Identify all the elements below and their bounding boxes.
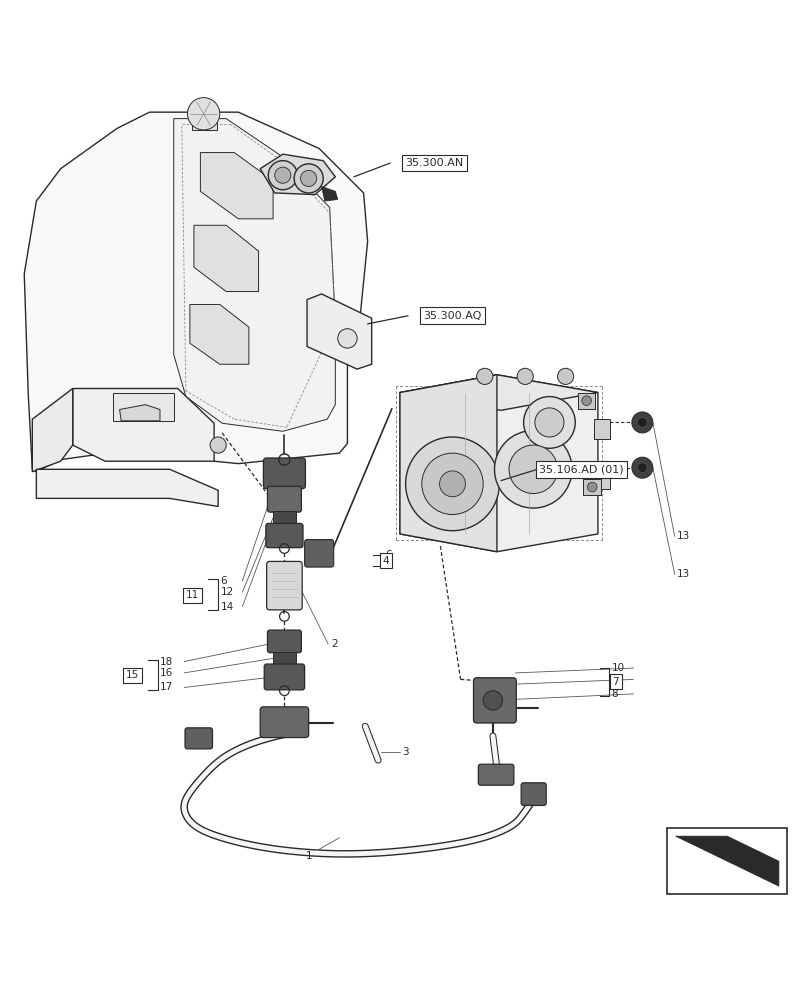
Polygon shape (675, 836, 779, 886)
Circle shape (494, 431, 572, 508)
Polygon shape (113, 393, 174, 421)
Circle shape (210, 437, 226, 453)
Polygon shape (120, 405, 160, 421)
Circle shape (338, 329, 357, 348)
FancyBboxPatch shape (266, 523, 303, 548)
FancyBboxPatch shape (583, 479, 601, 495)
Circle shape (440, 471, 465, 497)
Polygon shape (174, 119, 335, 431)
Circle shape (268, 161, 297, 190)
Text: 6: 6 (221, 576, 227, 586)
Text: 13: 13 (677, 531, 690, 541)
FancyBboxPatch shape (667, 828, 787, 894)
Polygon shape (322, 186, 338, 201)
Text: 18: 18 (160, 657, 173, 667)
Text: 12: 12 (221, 587, 234, 597)
FancyBboxPatch shape (594, 419, 610, 439)
Circle shape (587, 482, 597, 492)
Circle shape (524, 397, 575, 448)
Circle shape (406, 437, 499, 531)
Circle shape (632, 412, 653, 433)
Text: 16: 16 (160, 668, 173, 678)
Polygon shape (32, 388, 73, 472)
FancyBboxPatch shape (260, 707, 309, 738)
Circle shape (517, 368, 533, 384)
Text: 8: 8 (612, 689, 618, 699)
Polygon shape (400, 375, 598, 410)
Polygon shape (194, 225, 259, 292)
Circle shape (294, 164, 323, 193)
FancyBboxPatch shape (273, 511, 296, 524)
Polygon shape (400, 375, 497, 552)
Circle shape (535, 408, 564, 437)
FancyBboxPatch shape (185, 728, 213, 749)
Circle shape (582, 396, 591, 405)
Circle shape (422, 453, 483, 515)
Text: 7: 7 (612, 677, 619, 687)
Circle shape (301, 170, 317, 186)
Text: 9: 9 (612, 674, 618, 684)
Circle shape (632, 457, 653, 478)
Polygon shape (73, 388, 214, 461)
Text: 35.106.AD (01): 35.106.AD (01) (540, 464, 624, 474)
Circle shape (638, 463, 647, 473)
Polygon shape (24, 112, 368, 472)
Text: 10: 10 (612, 663, 625, 673)
Circle shape (638, 418, 647, 427)
Text: 1: 1 (305, 851, 312, 861)
Polygon shape (190, 304, 249, 364)
Circle shape (558, 368, 574, 384)
Polygon shape (260, 154, 335, 195)
Polygon shape (400, 375, 598, 552)
FancyBboxPatch shape (473, 678, 516, 723)
Text: 13: 13 (677, 569, 690, 579)
Text: 14: 14 (221, 602, 234, 612)
Circle shape (483, 691, 503, 710)
Text: 2: 2 (331, 639, 338, 649)
Circle shape (477, 368, 493, 384)
Polygon shape (307, 294, 372, 369)
Text: 4: 4 (383, 556, 389, 566)
FancyBboxPatch shape (267, 561, 302, 610)
FancyBboxPatch shape (594, 469, 610, 489)
FancyBboxPatch shape (478, 764, 514, 785)
FancyBboxPatch shape (305, 540, 334, 567)
FancyBboxPatch shape (263, 458, 305, 489)
Text: 17: 17 (160, 682, 173, 692)
FancyBboxPatch shape (267, 630, 301, 653)
Text: 35.300.AN: 35.300.AN (406, 158, 464, 168)
FancyBboxPatch shape (264, 664, 305, 690)
FancyBboxPatch shape (521, 783, 546, 805)
Circle shape (275, 167, 291, 183)
FancyBboxPatch shape (267, 486, 301, 512)
Polygon shape (200, 153, 273, 219)
Circle shape (187, 98, 220, 130)
Text: 11: 11 (186, 590, 199, 600)
Text: 5: 5 (385, 561, 392, 571)
Polygon shape (36, 469, 218, 506)
Text: 3: 3 (402, 747, 409, 757)
Circle shape (509, 445, 558, 494)
FancyBboxPatch shape (192, 115, 217, 130)
FancyBboxPatch shape (578, 393, 595, 409)
FancyBboxPatch shape (273, 652, 296, 665)
Text: 35.300.AQ: 35.300.AQ (423, 311, 482, 321)
Text: 15: 15 (126, 670, 139, 680)
Text: 6: 6 (385, 550, 392, 560)
